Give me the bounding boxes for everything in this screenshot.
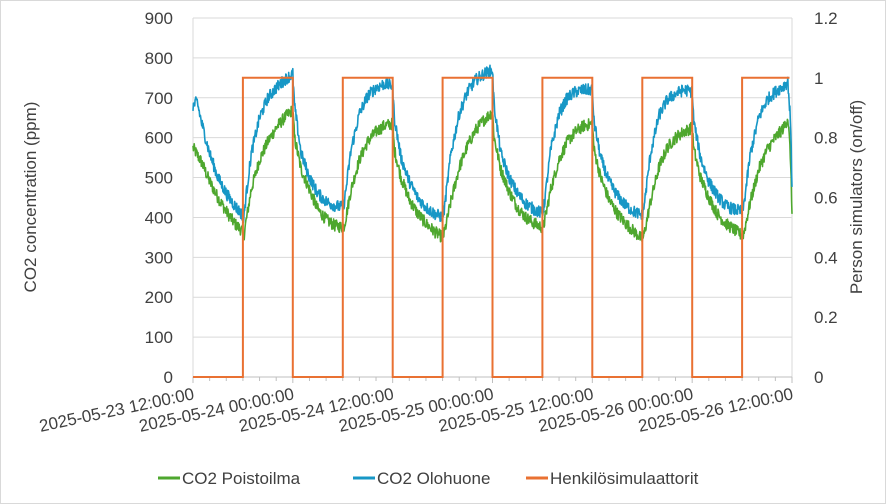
y2-tick-label-5: 1	[814, 69, 823, 88]
axis-layer: 0 100 200 300 400 500 600 700 800 900 0 0.2 0.4 0.6 0.…	[37, 9, 837, 436]
y2-tick-label-4: 0.8	[814, 129, 838, 148]
y-tick-label-1: 100	[145, 328, 173, 347]
y2-axis-label: Person simulators (on/off)	[847, 100, 866, 294]
y-tick-label-6: 600	[145, 129, 173, 148]
legend-item-henkilosimulaattorit: Henkilösimulaattorit	[526, 469, 699, 488]
y-tick-label-9: 900	[145, 9, 173, 28]
y-tick-label-8: 800	[145, 49, 173, 68]
y-tick-label-0: 0	[164, 368, 173, 387]
y2-tick-label-2: 0.4	[814, 248, 838, 267]
y-tick-label-2: 200	[145, 288, 173, 307]
legend-label: CO2 Olohuone	[377, 469, 490, 488]
series-line-henkilosimulaattorit	[193, 76, 790, 378]
legend: CO2 Poistoilma CO2 Olohuone Henkilösimulaa…	[158, 469, 699, 488]
y2-tick-label-3: 0.6	[814, 189, 838, 208]
y-tick-label-5: 500	[145, 169, 173, 188]
legend-item-co2-olohuone: CO2 Olohuone	[353, 469, 490, 488]
y-tick-label-3: 300	[145, 248, 173, 267]
legend-label: Henkilösimulaattorit	[550, 469, 699, 488]
y2-tick-label-0: 0	[814, 368, 823, 387]
y2-tick-label-1: 0.2	[814, 308, 838, 327]
legend-label: CO2 Poistoilma	[182, 469, 301, 488]
y-tick-label-7: 700	[145, 89, 173, 108]
y-tick-label-4: 400	[145, 208, 173, 227]
y2-tick-label-6: 1.2	[814, 9, 838, 28]
series-layer	[192, 64, 793, 378]
y-axis-label: CO2 concentration (ppm)	[21, 102, 40, 293]
legend-item-co2-poistoilma: CO2 Poistoilma	[158, 469, 301, 488]
